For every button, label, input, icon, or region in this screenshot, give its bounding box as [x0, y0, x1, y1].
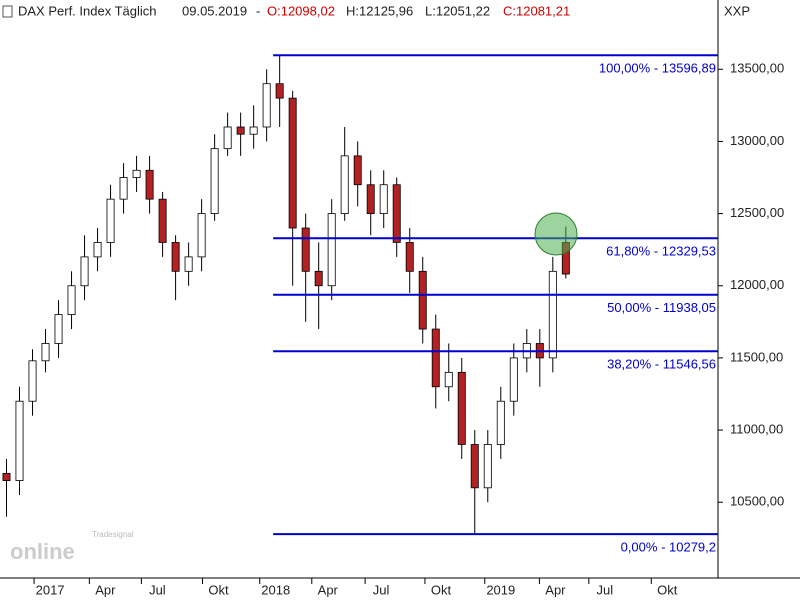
x-tick-label: Okt [657, 582, 678, 597]
date: 09.05.2019 [182, 3, 247, 18]
candle-body [80, 256, 89, 287]
candle-body [41, 343, 50, 362]
x-tick-label: Apr [545, 582, 566, 597]
x-tick-label: Jul [149, 582, 166, 597]
candle-body [249, 126, 258, 135]
x-tick-label: 2017 [36, 582, 65, 597]
highlight-circle [534, 212, 578, 256]
candle-body [236, 126, 245, 135]
x-tick-label: Okt [431, 582, 452, 597]
x-tick-label: Apr [95, 582, 116, 597]
fib-level-label: 38,20% - 11546,56 [607, 357, 716, 372]
watermark-brand: Tradesignal [92, 530, 134, 539]
candle-body [223, 126, 232, 150]
candle-body [353, 155, 362, 186]
fib-level-label: 61,80% - 12329,53 [606, 244, 716, 259]
candle-body [314, 270, 323, 287]
candle-body [119, 177, 128, 200]
plot [2, 55, 570, 535]
x-tick-label: 2018 [261, 582, 290, 597]
candle-body [431, 328, 440, 388]
candle-body [171, 242, 180, 272]
x-tick-label: Jul [597, 582, 614, 597]
y-tick-label: 11000,00 [730, 422, 783, 437]
candle-body [340, 155, 349, 214]
candle-body [28, 360, 37, 402]
y-tick-label: 13500,00 [730, 61, 784, 76]
quote-open: O:12098,02 [267, 3, 335, 18]
fib-level-label: 100,00% - 13596,89 [599, 61, 716, 76]
x-tick-label: 2019 [486, 582, 515, 597]
candle-body [288, 97, 297, 229]
candle-body [444, 371, 453, 388]
candle-body [2, 472, 11, 481]
candle-body [366, 184, 375, 214]
quote-high: H:12125,96 [346, 3, 413, 18]
symbol-icon [2, 5, 13, 18]
candle-body [132, 169, 141, 178]
candle-body [158, 198, 167, 243]
candle-body [405, 242, 414, 272]
y-tick-label: 12000,00 [730, 277, 784, 292]
x-tick-label: Jul [373, 582, 390, 597]
candle-body [210, 148, 219, 214]
candle-body [327, 213, 336, 287]
candle-body [67, 285, 76, 316]
candle-body [379, 184, 388, 214]
y-tick-label: 10500,00 [730, 494, 784, 509]
dash: - [256, 3, 260, 18]
x-tick-label: Okt [208, 582, 229, 597]
candle-body [470, 444, 479, 489]
candle-body [145, 169, 154, 200]
candle-body [457, 371, 466, 445]
candle-body [301, 227, 310, 272]
candle-body [509, 357, 518, 402]
quote-close: C:12081,21 [503, 3, 570, 18]
candle-body [275, 83, 284, 99]
candle-body [483, 444, 492, 489]
candle-body [184, 256, 193, 272]
candle-body [548, 270, 557, 359]
candle-body [54, 314, 63, 344]
candle-body [262, 83, 271, 128]
symbol-label: XXP [724, 3, 750, 18]
y-tick-label: 11500,00 [730, 349, 783, 364]
candle-body [197, 213, 206, 258]
candle-body [106, 198, 115, 243]
fib-level-label: 0,00% - 10279,2 [621, 540, 716, 555]
candle-body [496, 400, 505, 445]
candle-body [392, 184, 401, 243]
chart-title: DAX Perf. Index Täglich [18, 3, 157, 18]
y-tick-label: 13000,00 [730, 133, 784, 148]
candle-body [93, 242, 102, 258]
y-tick-label: 12500,00 [730, 205, 784, 220]
watermark-name: online [10, 539, 75, 564]
candle-body [15, 400, 24, 481]
x-tick-label: Apr [318, 582, 339, 597]
fib-level-label: 50,00% - 11938,05 [607, 300, 716, 315]
quote-low: L:12051,22 [425, 3, 490, 18]
candle-body [418, 270, 427, 330]
